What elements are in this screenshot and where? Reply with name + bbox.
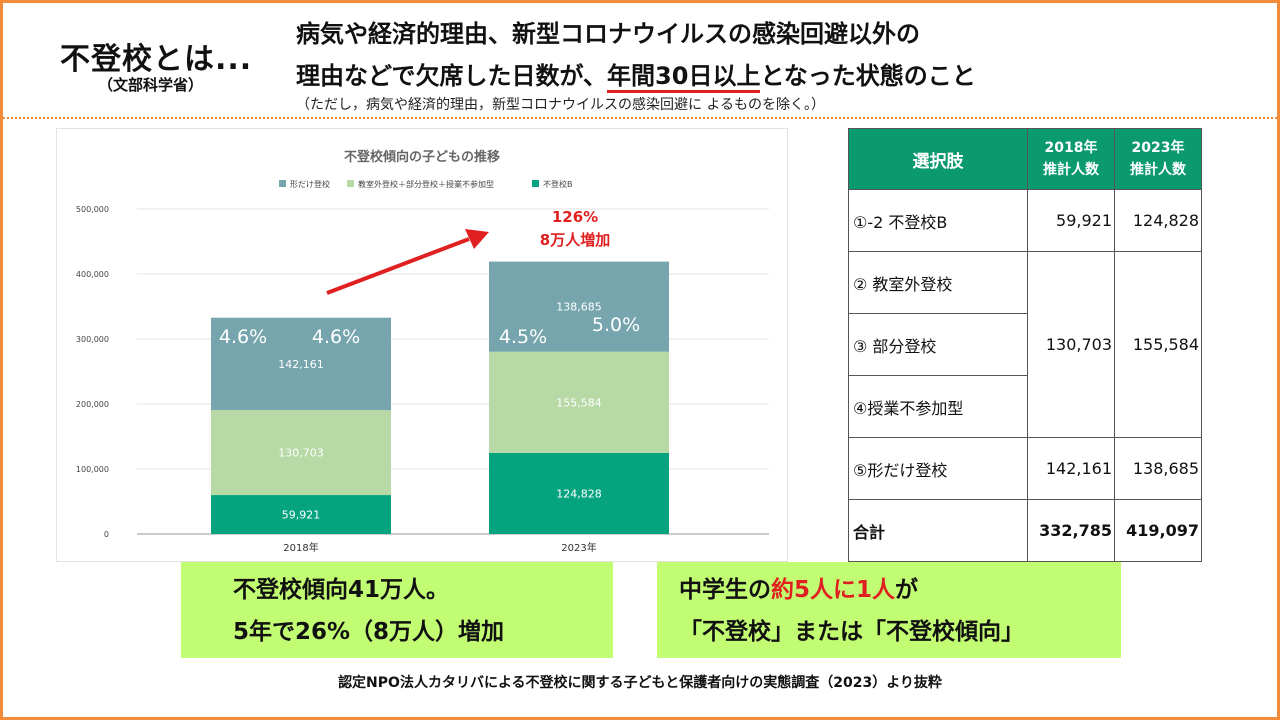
bar-data-label: 142,161 [278, 358, 324, 371]
callout-ratio-emphasis: 約5人に1人 [771, 577, 896, 603]
legend-swatch [279, 180, 286, 187]
annotation-line-2: 8万人増加 [540, 231, 610, 249]
total-2023: 419,097 [1114, 499, 1202, 562]
header-2018: 2018年推計人数 [1027, 128, 1115, 190]
y-tick-label: 300,000 [76, 335, 109, 344]
bar-data-label: 155,584 [556, 396, 602, 409]
table-row: ①-2 不登校B 59,921 124,828 [848, 189, 1202, 252]
callout-ratio-a: 中学生の [679, 577, 771, 603]
bar-data-label: 130,703 [278, 447, 324, 460]
callout-ratio: 中学生の約5人に1人が 「不登校」または「不登校傾向」 [657, 562, 1121, 658]
bar-data-label: 124,828 [556, 487, 602, 500]
x-tick-label: 2018年 [283, 541, 318, 554]
percent-label: 4.5% [499, 326, 547, 348]
callout-ratio-b: が [895, 577, 919, 603]
legend-label: 形だけ登校 [290, 179, 330, 189]
y-tick-label: 500,000 [76, 205, 109, 214]
cell-2018: 142,161 [1027, 437, 1115, 500]
header-2023-label: 推計人数 [1130, 162, 1186, 178]
header-2018-label: 推計人数 [1043, 162, 1099, 178]
total-2018: 332,785 [1027, 499, 1115, 562]
callout-summary: 不登校傾向41万人。 5年で26%（8万人）増加 [181, 562, 613, 658]
cell-2018-merged: 130,703 [1027, 251, 1115, 438]
page-subtitle: （文部科学省） [98, 76, 204, 94]
cell-2023: 124,828 [1114, 189, 1202, 252]
definition-emphasis: 年間30日以上 [607, 62, 761, 93]
table-row: ③ 部分登校 [848, 313, 1202, 376]
bar-segment [489, 261, 669, 352]
y-tick-label: 0 [104, 530, 109, 539]
legend-label: 不登校B [543, 179, 573, 189]
chart-title: 不登校傾向の子どもの推移 [344, 149, 500, 165]
row-label: ①-2 不登校B [848, 189, 1028, 252]
cell-2023: 138,685 [1114, 437, 1202, 500]
legend-swatch [347, 180, 354, 187]
bar-data-label: 138,685 [556, 301, 602, 314]
chart-panel: 不登校傾向の子どもの推移形だけ登校 教室外登校＋部分登校＋授業不参加型 不登校B 0 1… [56, 128, 788, 562]
bar-segment [211, 317, 391, 411]
cell-2023-merged: 155,584 [1114, 251, 1202, 438]
table-total-row: 合計 332,785 419,097 [848, 499, 1202, 562]
table-row: ④授業不参加型 [848, 375, 1202, 438]
table-row: ② 教室外登校 130,703 155,584 [848, 251, 1202, 438]
bar-segment [211, 495, 391, 534]
row-label: ④授業不参加型 [848, 375, 1028, 438]
x-tick-label: 2023年 [561, 541, 596, 554]
total-label: 合計 [848, 499, 1028, 562]
increase-arrow-line [326, 237, 470, 295]
percent-label: 5.0% [592, 314, 640, 336]
bar-segment [489, 351, 669, 453]
callout-summary-line-2: 5年で26%（8万人）増加 [233, 619, 505, 645]
callout-ratio-line-2: 「不登校」または「不登校傾向」 [679, 619, 1024, 645]
y-tick-label: 200,000 [76, 400, 109, 409]
source-note: 認定NPO法人カタリバによる不登校に関する子どもと保護者向けの実態調査（2023… [338, 675, 942, 691]
header-2023-year: 2023年 [1131, 140, 1185, 156]
header-choice: 選択肢 [848, 128, 1028, 190]
page-title: 不登校とは... [60, 42, 253, 77]
definition-line-2-b: となった状態のこと [760, 62, 976, 90]
definition-note: （ただし，病気や経済的理由，新型コロナウイルスの感染回避に よるものを除く。） [296, 97, 826, 113]
definition-line-1: 病気や経済的理由、新型コロナウイルスの感染回避以外の [296, 20, 920, 48]
row-label: ⑤形だけ登校 [848, 437, 1028, 500]
y-tick-label: 100,000 [76, 465, 109, 474]
callout-ratio-line-1: 中学生の約5人に1人が [679, 570, 918, 610]
legend-swatch [532, 180, 539, 187]
definition-line-2: 理由などで欠席した日数が、年間30日以上となった状態のこと [296, 56, 976, 93]
legend-label: 教室外登校＋部分登校＋授業不参加型 [358, 179, 494, 189]
percent-label: 4.6% [312, 326, 360, 348]
cell-2018: 59,921 [1027, 189, 1115, 252]
annotation-line-1: 126% [552, 208, 598, 226]
dotted-divider [0, 117, 1280, 119]
data-table-panel: 選択肢 2018年推計人数 2023年推計人数 ①-2 不登校B 59,921 … [848, 128, 1202, 562]
header-2018-year: 2018年 [1044, 140, 1098, 156]
bar-data-label: 59,921 [282, 509, 321, 522]
header-2023: 2023年推計人数 [1114, 128, 1202, 190]
increase-arrow-head [465, 229, 489, 249]
bar-segment [211, 410, 391, 496]
table-header-row: 選択肢 2018年推計人数 2023年推計人数 [848, 128, 1202, 190]
callout-summary-line-1: 不登校傾向41万人。 [233, 577, 450, 603]
bar-segment [489, 452, 669, 534]
percent-label: 4.6% [219, 326, 267, 348]
definition-line-2-a: 理由などで欠席した日数が、 [296, 62, 608, 90]
data-table: 選択肢 2018年推計人数 2023年推計人数 ①-2 不登校B 59,921 … [848, 128, 1202, 562]
y-tick-label: 400,000 [76, 270, 109, 279]
row-label: ② 教室外登校 [848, 251, 1028, 314]
table-row: ⑤形だけ登校 142,161 138,685 [848, 437, 1202, 500]
row-label: ③ 部分登校 [848, 313, 1028, 376]
